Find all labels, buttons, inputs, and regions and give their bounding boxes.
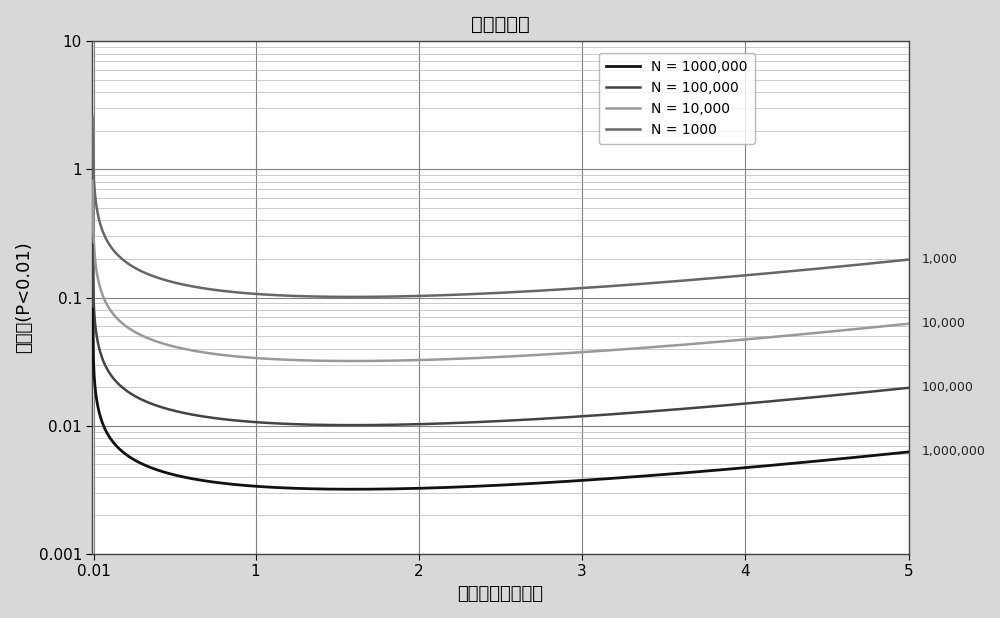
Title: 测量精确度: 测量精确度: [471, 15, 530, 34]
Y-axis label: 精确度(P<0.01): 精确度(P<0.01): [15, 242, 33, 353]
Legend: N = 1000,000, N = 100,000, N = 10,000, N = 1000: N = 1000,000, N = 100,000, N = 10,000, N…: [599, 53, 755, 144]
Text: 10,000: 10,000: [922, 317, 966, 330]
Text: 1,000,000: 1,000,000: [922, 446, 986, 459]
Text: 1,000: 1,000: [922, 253, 958, 266]
Text: 100,000: 100,000: [922, 381, 974, 394]
X-axis label: 每腔的预期分子数: 每腔的预期分子数: [458, 585, 544, 603]
